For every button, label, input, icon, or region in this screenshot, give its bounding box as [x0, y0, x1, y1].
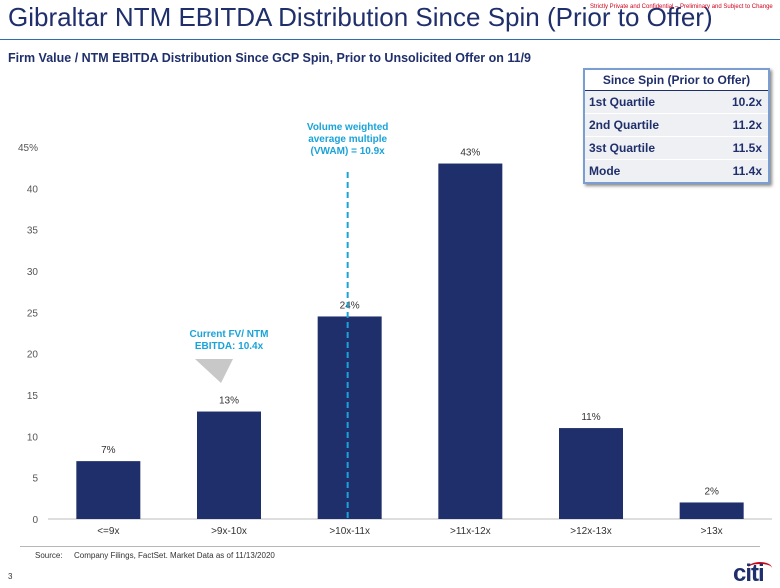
data-label: 7%: [101, 445, 116, 456]
y-tick-label: 45%: [18, 143, 38, 154]
y-tick-label: 5: [32, 474, 38, 485]
y-tick-label: 0: [32, 515, 38, 526]
footer-divider: [20, 546, 760, 547]
data-label: 13%: [219, 396, 239, 407]
quartile-row-1st: 1st Quartile 10.2x: [585, 91, 768, 114]
bar: [679, 502, 744, 519]
quartile-row-label: 1st Quartile: [589, 95, 656, 109]
chart-subtitle: Firm Value / NTM EBITDA Distribution Sin…: [8, 51, 531, 65]
y-tick-label: 40: [27, 184, 39, 195]
y-tick-label: 20: [27, 350, 39, 361]
data-label: 43%: [460, 148, 480, 159]
data-label: 24%: [340, 300, 360, 311]
citi-logo: citi: [733, 560, 765, 587]
quartile-row-value: 11.2x: [732, 118, 762, 132]
page-number: 3: [8, 572, 13, 581]
quartile-row-value: 11.5x: [732, 141, 762, 155]
quartile-row-label: Mode: [589, 164, 621, 178]
title-divider: [0, 39, 780, 40]
quartile-row-label: 2nd Quartile: [589, 118, 660, 132]
quartile-table-header: Since Spin (Prior to Offer): [585, 70, 768, 91]
y-tick-label: 15: [27, 391, 39, 402]
data-label: 2%: [704, 486, 719, 497]
bar-chart: 0 5 10 15 20 25 30 35 40 45% 7% <=9x 13% >9x-10x 24% >1…: [18, 122, 772, 537]
x-tick-label: >9x-10x: [211, 526, 247, 537]
current-fv-annotation: EBITDA: 10.4x: [195, 341, 264, 352]
quartile-row-3rd: 3st Quartile 11.5x: [585, 137, 768, 160]
x-tick-label: >10x-11x: [329, 526, 370, 537]
quartile-row-value: 10.2x: [731, 95, 762, 109]
quartile-row-value: 11.4x: [732, 164, 762, 178]
citi-logo-arc: [748, 562, 772, 574]
vwam-annotation: (VWAM) = 10.9x: [311, 146, 386, 157]
bar: [438, 163, 503, 520]
vwam-annotation: Volume weighted: [307, 122, 389, 133]
page-title: Gibraltar NTM EBITDA Distribution Since …: [8, 2, 713, 32]
current-fv-annotation: Current FV/ NTM: [190, 329, 269, 340]
x-tick-label: >12x-13x: [570, 526, 611, 537]
y-tick-label: 35: [27, 226, 39, 237]
quartile-table: Since Spin (Prior to Offer) 1st Quartile…: [583, 68, 770, 184]
quartile-row-2nd: 2nd Quartile 11.2x: [585, 114, 768, 137]
x-tick-label: >13x: [701, 526, 723, 537]
y-tick-label: 10: [27, 432, 39, 443]
bar: [76, 461, 141, 519]
confidentiality-notice: Strictly Private and Confidential – Prel…: [590, 4, 773, 10]
quartile-row-mode: Mode 11.4x: [585, 160, 768, 182]
y-tick-label: 30: [27, 267, 39, 278]
quartile-row-label: 3st Quartile: [589, 141, 656, 155]
x-tick-label: <=9x: [97, 526, 119, 537]
vwam-annotation: average multiple: [308, 134, 387, 145]
bar: [197, 411, 261, 519]
source-text: Company Filings, FactSet. Market Data as…: [74, 551, 275, 560]
y-tick-label: 25: [27, 308, 39, 319]
x-tick-label: >11x-12x: [450, 526, 491, 537]
bar: [559, 428, 623, 519]
current-fv-marker-icon: [195, 359, 233, 383]
data-label: 11%: [581, 412, 600, 423]
bar: [317, 316, 382, 519]
source-label: Source:: [35, 551, 63, 560]
